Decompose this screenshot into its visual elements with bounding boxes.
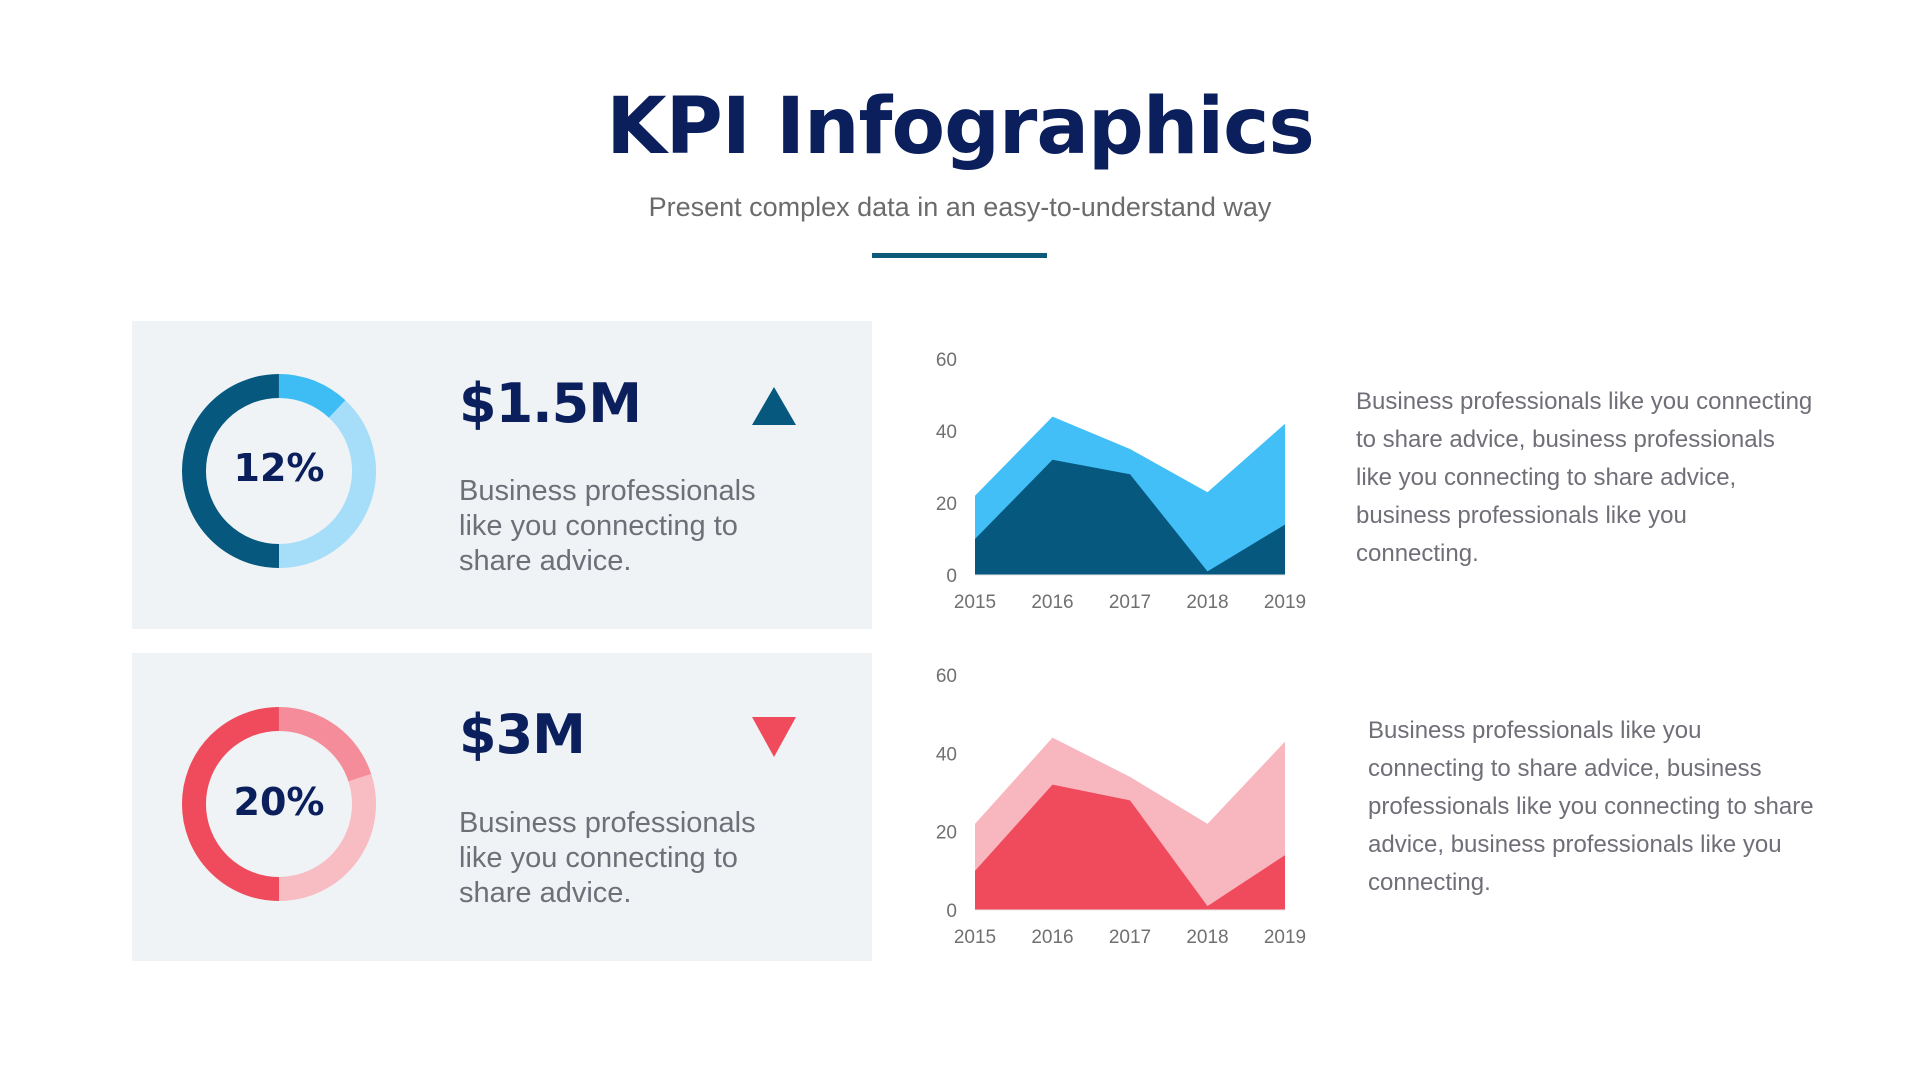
x-tick-label: 2018	[1186, 592, 1228, 613]
kpi-card-2	[132, 653, 872, 961]
x-tick-label: 2016	[1031, 592, 1073, 613]
donut-percent-1: 12%	[233, 446, 325, 490]
y-tick-label: 60	[936, 350, 957, 371]
y-tick-label: 0	[946, 901, 957, 922]
chart-description-2: Business professionals like you connecti…	[1368, 717, 1814, 896]
donut-segment-dark	[182, 374, 280, 568]
donut-segment-light	[278, 400, 376, 568]
donut-percent-2: 20%	[233, 780, 325, 824]
y-tick-label: 40	[936, 422, 957, 443]
donut-segment-light	[278, 774, 376, 901]
y-tick-label: 20	[936, 494, 957, 515]
y-tick-label: 60	[936, 666, 957, 687]
x-tick-label: 2019	[1264, 927, 1306, 948]
kpi-description-1: Business professionals like you connecti…	[459, 475, 756, 577]
x-tick-label: 2019	[1264, 592, 1306, 613]
x-tick-label: 2017	[1109, 592, 1151, 613]
x-tick-label: 2018	[1186, 927, 1228, 948]
triangle-up-icon	[752, 387, 796, 425]
kpi-value-2: $3M	[459, 703, 586, 766]
area-series-2	[975, 784, 1285, 910]
y-tick-label: 20	[936, 823, 957, 844]
x-tick-label: 2017	[1109, 927, 1151, 948]
triangle-down-icon	[752, 717, 796, 757]
donut-segment-dark	[182, 707, 280, 901]
chart-description-1: Business professionals like you connecti…	[1356, 388, 1813, 567]
x-tick-label: 2015	[954, 592, 996, 613]
y-tick-label: 40	[936, 744, 957, 765]
page-subtitle: Present complex data in an easy-to-under…	[648, 192, 1272, 222]
y-tick-label: 0	[946, 566, 957, 587]
kpi-card-1	[132, 321, 872, 629]
kpi-description-2: Business professionals like you connecti…	[459, 807, 756, 909]
area-series-2	[975, 459, 1285, 575]
page-title: KPI Infographics	[606, 82, 1315, 172]
donut-segment-highlight	[278, 707, 372, 782]
kpi-value-1: $1.5M	[459, 372, 642, 435]
donut-segment-highlight	[278, 374, 346, 419]
title-underline	[872, 253, 1047, 258]
x-tick-label: 2015	[954, 927, 996, 948]
x-tick-label: 2016	[1031, 927, 1073, 948]
